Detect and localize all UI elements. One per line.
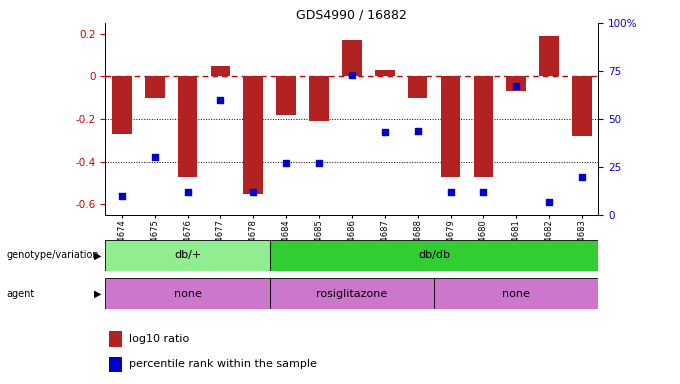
Title: GDS4990 / 16882: GDS4990 / 16882	[296, 9, 407, 22]
Text: percentile rank within the sample: percentile rank within the sample	[129, 359, 317, 369]
Point	[182, 189, 193, 195]
Point	[248, 189, 258, 195]
Bar	[309, 76, 329, 121]
Point	[313, 160, 324, 166]
Text: ▶: ▶	[94, 289, 101, 299]
Point	[215, 97, 226, 103]
Point	[150, 154, 160, 161]
Bar	[270, 278, 434, 309]
Point	[445, 189, 456, 195]
Bar	[112, 76, 132, 134]
Text: log10 ratio: log10 ratio	[129, 334, 190, 344]
Bar	[375, 70, 394, 76]
Bar	[441, 76, 460, 177]
Point	[281, 160, 292, 166]
Point	[478, 189, 489, 195]
Text: db/db: db/db	[418, 250, 450, 260]
Point	[116, 193, 127, 199]
Bar	[145, 76, 165, 98]
Bar	[473, 76, 493, 177]
Bar	[342, 40, 362, 76]
Text: agent: agent	[7, 289, 35, 299]
Bar	[572, 76, 592, 136]
Bar	[211, 66, 231, 76]
Text: db/+: db/+	[174, 250, 201, 260]
Bar	[507, 76, 526, 91]
Bar	[109, 357, 122, 372]
Bar	[408, 76, 428, 98]
Text: none: none	[503, 289, 530, 299]
Bar	[276, 76, 296, 115]
Point	[412, 127, 423, 134]
Bar	[270, 240, 598, 271]
Point	[346, 72, 358, 78]
Bar	[109, 331, 122, 347]
Text: none: none	[173, 289, 201, 299]
Text: rosiglitazone: rosiglitazone	[316, 289, 388, 299]
Bar	[177, 76, 197, 177]
Bar	[539, 36, 559, 76]
Bar	[434, 278, 598, 309]
Bar	[105, 240, 270, 271]
Text: ▶: ▶	[94, 250, 101, 260]
Bar	[105, 278, 270, 309]
Bar	[243, 76, 263, 194]
Point	[577, 174, 588, 180]
Point	[511, 83, 522, 89]
Point	[544, 199, 555, 205]
Point	[379, 129, 390, 136]
Text: genotype/variation: genotype/variation	[7, 250, 99, 260]
